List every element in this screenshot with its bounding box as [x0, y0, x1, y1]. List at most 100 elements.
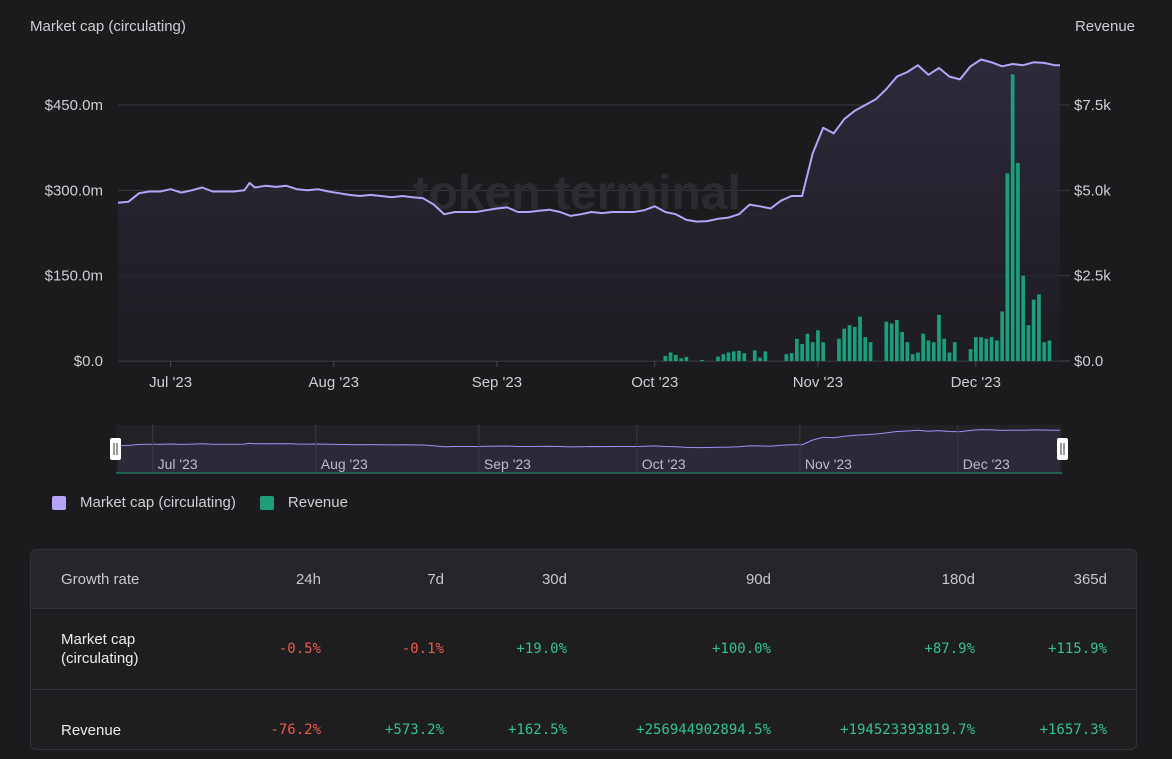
revenue-bar[interactable]	[931, 342, 936, 361]
right-axis-ticks: $0.0 $2.5k $5.0k $7.5k	[1074, 97, 1111, 370]
revenue-bar[interactable]	[863, 337, 868, 361]
revenue-bar[interactable]	[1047, 340, 1052, 362]
range-selector[interactable]: Jul '23 Aug '23 Sep '23 Oct '23 Nov '23 Dec '…	[0, 0, 1172, 490]
x-tick-label: Jul '23	[149, 374, 192, 391]
header-growth-rate: Growth rate	[61, 570, 140, 588]
market-cap-30d: +19.0%	[516, 641, 567, 657]
range-tick-label: Jul '23	[158, 456, 198, 472]
table-row-revenue: Revenue -76.2% +573.2% +162.5% +25694490…	[31, 690, 1136, 749]
revenue-bar[interactable]	[737, 350, 741, 361]
range-handle-right[interactable]	[1057, 438, 1068, 460]
revenue-bar[interactable]	[895, 320, 899, 361]
range-tick-label: Nov '23	[805, 456, 852, 472]
revenue-bar[interactable]	[937, 314, 941, 361]
revenue-bar[interactable]	[684, 356, 689, 361]
range-tick-label: Aug '23	[321, 456, 368, 472]
legend-swatch-revenue	[259, 495, 274, 510]
range-tick-label: Oct '23	[642, 456, 686, 472]
revenue-30d: +162.5%	[507, 722, 567, 738]
revenue-bar[interactable]	[858, 316, 862, 361]
revenue-bar[interactable]	[674, 354, 678, 361]
header-90d: 90d	[745, 570, 771, 588]
revenue-bar[interactable]	[731, 351, 736, 361]
revenue-bar[interactable]	[784, 354, 789, 361]
revenue-bar[interactable]	[852, 326, 857, 361]
revenue-bar[interactable]	[952, 342, 957, 361]
revenue-bar[interactable]	[810, 342, 815, 361]
range-handle-left[interactable]	[110, 438, 121, 460]
left-tick-label: $150.0m	[45, 268, 103, 285]
revenue-bar[interactable]	[1016, 163, 1020, 361]
revenue-bar[interactable]	[974, 337, 978, 361]
range-preview-area	[118, 429, 1060, 473]
revenue-bar[interactable]	[942, 338, 947, 361]
revenue-bar[interactable]	[805, 333, 810, 361]
revenue-bar[interactable]	[726, 352, 731, 362]
revenue-bar[interactable]	[837, 338, 841, 361]
left-tick-label: $0.0	[74, 353, 103, 370]
market-cap-line-path[interactable]	[117, 58, 1060, 223]
revenue-bar[interactable]	[721, 354, 726, 361]
main-chart[interactable]: token terminal_ $0.0$150.0m$300.0m$450.0…	[0, 0, 1172, 420]
revenue-bar[interactable]	[868, 342, 873, 361]
revenue-bar[interactable]	[910, 354, 915, 361]
range-tick-label: Dec '23	[963, 456, 1010, 472]
x-tick-label: Oct '23	[631, 374, 678, 391]
revenue-bar[interactable]	[995, 340, 999, 362]
revenue-bar[interactable]	[1026, 325, 1031, 361]
revenue-bar[interactable]	[984, 338, 989, 361]
revenue-bar[interactable]	[763, 351, 768, 361]
revenue-bar[interactable]	[968, 349, 973, 361]
revenue-bar[interactable]	[795, 338, 799, 361]
range-preview-line	[117, 429, 1060, 449]
range-tick-label: Sep '23	[484, 456, 531, 472]
revenue-bar[interactable]	[900, 332, 904, 361]
revenue-bar[interactable]	[752, 350, 757, 361]
revenue-bar[interactable]	[716, 356, 720, 361]
header-24h: 24h	[295, 570, 321, 588]
revenue-bar[interactable]	[668, 352, 673, 362]
revenue-bar[interactable]	[700, 360, 704, 361]
revenue-bar[interactable]	[889, 323, 894, 362]
revenue-bar[interactable]	[1042, 342, 1047, 361]
market-cap-24h: -0.5%	[278, 641, 321, 657]
left-tick-label: $450.0m	[45, 97, 103, 114]
left-axis-title: Market cap (circulating)	[30, 18, 186, 35]
revenue-bar[interactable]	[926, 340, 931, 362]
market-cap-area-fill	[118, 59, 1060, 361]
revenue-bar[interactable]	[1010, 74, 1015, 362]
revenue-bar[interactable]	[847, 325, 852, 361]
revenue-bar[interactable]	[758, 357, 762, 361]
revenue-bar[interactable]	[1000, 311, 1004, 362]
revenue-bar[interactable]	[1021, 275, 1025, 361]
revenue-bar[interactable]	[816, 330, 820, 361]
market-cap-90d: +100.0%	[711, 641, 771, 657]
revenue-bar[interactable]	[905, 342, 910, 361]
header-180d: 180d	[941, 570, 975, 588]
market-cap-line	[117, 58, 1060, 223]
revenue-bar[interactable]	[921, 333, 925, 361]
table-header-row: Growth rate 24h 7d 30d 90d 180d 365d	[31, 550, 1136, 609]
revenue-bars	[663, 74, 1052, 362]
revenue-bar[interactable]	[947, 352, 952, 362]
revenue-bar[interactable]	[842, 328, 847, 361]
header-30d: 30d	[541, 570, 567, 588]
revenue-24h: -76.2%	[270, 722, 321, 738]
revenue-bar[interactable]	[800, 343, 804, 361]
revenue-bar[interactable]	[979, 337, 983, 361]
revenue-bar[interactable]	[1005, 173, 1010, 361]
legend-item-revenue[interactable]: Revenue	[259, 494, 348, 511]
revenue-bar[interactable]	[679, 358, 683, 361]
revenue-bar[interactable]	[789, 353, 794, 361]
revenue-bar[interactable]	[1031, 299, 1036, 361]
market-cap-365d: +115.9%	[1047, 641, 1107, 657]
legend-item-market-cap[interactable]: Market cap (circulating)	[52, 494, 236, 511]
revenue-bar[interactable]	[821, 342, 825, 361]
revenue-bar[interactable]	[1037, 294, 1041, 361]
revenue-bar[interactable]	[663, 355, 668, 361]
revenue-bar[interactable]	[916, 352, 920, 362]
revenue-bar[interactable]	[884, 321, 889, 361]
revenue-bar[interactable]	[742, 353, 747, 361]
revenue-bar[interactable]	[989, 337, 994, 361]
table-row-market-cap: Market cap (circulating) -0.5% -0.1% +19…	[31, 609, 1136, 690]
